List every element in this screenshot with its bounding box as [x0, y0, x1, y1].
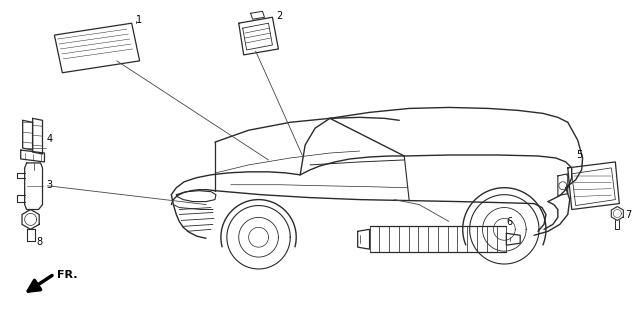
- Text: 1: 1: [136, 15, 142, 25]
- Text: 2: 2: [276, 11, 283, 21]
- Text: 8: 8: [36, 237, 43, 247]
- Text: 3: 3: [47, 180, 52, 190]
- Text: FR.: FR.: [58, 270, 78, 280]
- Text: 5: 5: [576, 150, 582, 160]
- Text: 6: 6: [506, 217, 513, 227]
- Text: 4: 4: [47, 134, 52, 144]
- Text: 7: 7: [625, 210, 632, 220]
